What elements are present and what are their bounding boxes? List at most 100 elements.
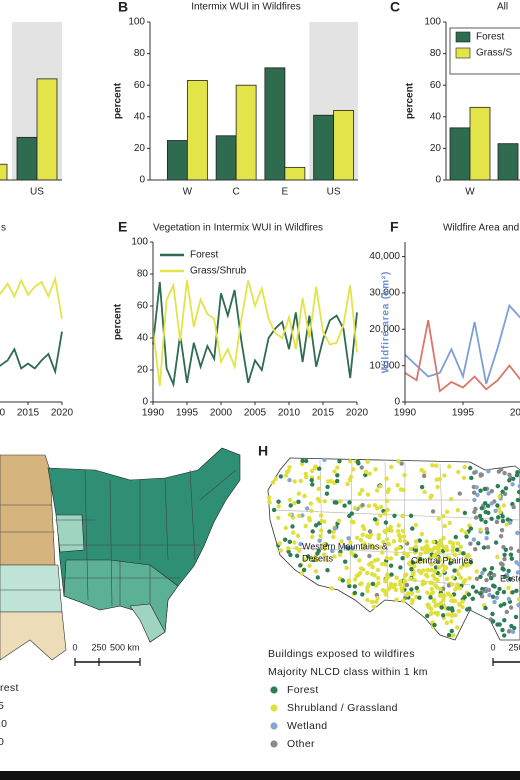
map-dot xyxy=(292,479,297,484)
map-dot xyxy=(367,562,372,567)
map-dot xyxy=(429,493,434,498)
y-tick-label: 0 xyxy=(435,175,441,186)
map-dot xyxy=(384,555,390,561)
map-dot xyxy=(360,592,365,597)
map-dot xyxy=(413,522,419,528)
map-dot xyxy=(499,528,505,533)
map-dot xyxy=(510,629,516,634)
map-dot xyxy=(322,546,327,552)
map-dot xyxy=(429,586,434,592)
map-dot xyxy=(472,497,477,503)
map-dot xyxy=(347,477,353,483)
state-region xyxy=(129,603,166,643)
map-dot xyxy=(367,471,372,476)
x-tick-label: C xyxy=(233,187,240,198)
chart-panel: US xyxy=(0,22,62,198)
map-dot xyxy=(444,548,450,553)
map-dot xyxy=(291,530,296,535)
map-dot xyxy=(283,473,289,478)
map-dot xyxy=(425,568,431,573)
map-dot xyxy=(453,534,458,540)
map-dot xyxy=(458,575,464,580)
bar xyxy=(215,135,237,181)
map-dot xyxy=(380,561,385,567)
legend-marker xyxy=(270,740,278,748)
y-tick-label: 0 xyxy=(139,175,145,186)
y-tick-label: 100 xyxy=(131,237,148,248)
map-dot xyxy=(442,594,447,599)
legend-label: Forest xyxy=(287,684,319,696)
map-dot xyxy=(502,601,507,607)
map-dot xyxy=(375,596,380,601)
bar xyxy=(36,78,58,181)
map-dot xyxy=(348,459,353,464)
map-dot xyxy=(388,563,394,568)
y-tick-label: 60 xyxy=(137,301,149,312)
map-dot xyxy=(449,619,454,624)
map-dot xyxy=(493,540,499,545)
legend-fragment: 10 xyxy=(0,718,7,730)
map-dot xyxy=(434,477,439,482)
map-dot xyxy=(406,561,412,566)
panel-label: E xyxy=(118,219,127,235)
map-dot xyxy=(305,506,310,511)
map-dot xyxy=(317,466,322,471)
map-dot xyxy=(498,534,504,539)
map-dot xyxy=(474,576,480,581)
map-dot xyxy=(453,613,458,618)
map-dot xyxy=(380,550,385,555)
y-tick-label: 0 xyxy=(142,397,148,408)
map-dot xyxy=(335,478,340,484)
line-series xyxy=(404,303,520,385)
y-tick-label: 40 xyxy=(430,111,442,122)
panel-label: H xyxy=(258,443,268,459)
map-dot xyxy=(444,576,450,581)
map-dot xyxy=(357,571,363,576)
map-dot xyxy=(294,545,299,551)
map-dot xyxy=(389,528,394,533)
map-dot xyxy=(436,559,441,565)
map-dot xyxy=(514,560,519,565)
map-dot xyxy=(457,602,463,608)
map-dot xyxy=(347,500,352,505)
map-dot xyxy=(451,599,457,604)
map-dot xyxy=(331,529,336,535)
map-dot xyxy=(374,488,380,493)
map-dot xyxy=(489,576,494,581)
map-dot xyxy=(402,539,408,544)
map-dot xyxy=(360,532,365,537)
map-dot xyxy=(349,511,354,516)
map-dot xyxy=(358,537,364,543)
map-dot xyxy=(396,523,401,528)
map-dot xyxy=(464,534,469,539)
map-dot xyxy=(365,588,370,594)
map-dot xyxy=(287,497,293,503)
bar xyxy=(16,136,38,181)
map-dot xyxy=(510,590,515,595)
legend: Forest Shrubland / Grassland Wetland Other xyxy=(270,684,397,750)
map-dot xyxy=(467,576,472,581)
map-dot xyxy=(438,586,443,592)
map-dot xyxy=(432,553,437,558)
map-dot xyxy=(352,506,358,511)
map-dot xyxy=(370,581,376,587)
map-dot xyxy=(455,625,460,630)
map-dot xyxy=(428,555,433,561)
map-dot xyxy=(386,487,391,492)
legend-label: Grass/Shrub xyxy=(190,266,247,277)
map-dot xyxy=(425,613,430,619)
map-dot xyxy=(344,565,349,571)
y-tick-label: 80 xyxy=(134,48,146,59)
map-dot xyxy=(343,559,348,564)
map-dot xyxy=(401,598,406,603)
chart-title: All xyxy=(497,2,508,13)
map-dot xyxy=(449,497,454,502)
line-series xyxy=(152,280,358,387)
map-dot xyxy=(448,561,453,566)
map-dot xyxy=(393,587,399,592)
map-dot xyxy=(316,486,321,492)
map-dot xyxy=(438,538,443,543)
map-dot xyxy=(513,614,519,620)
map-dot xyxy=(298,478,303,484)
map-dot xyxy=(479,517,484,522)
